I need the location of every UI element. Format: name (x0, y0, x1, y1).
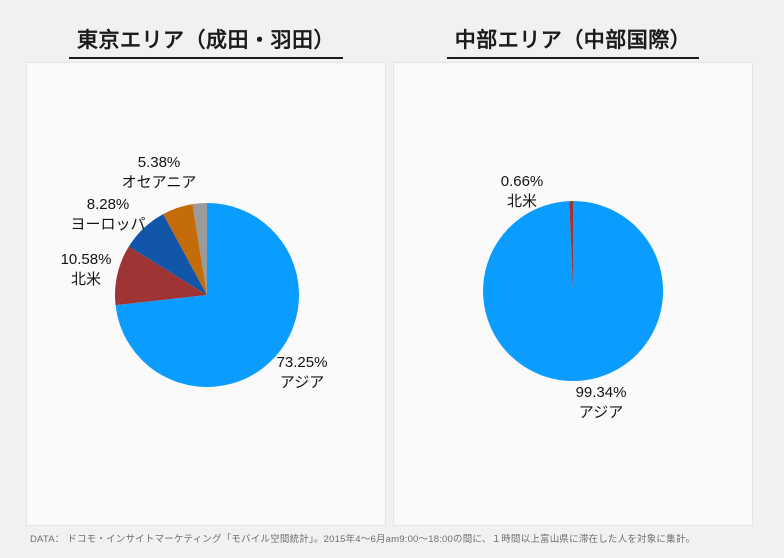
slice-region-name: 北米 (506, 193, 538, 210)
chart-title-tokyo-text: 東京エリア（成田・羽田） (69, 24, 343, 59)
pie-slice-north-america (569, 201, 573, 291)
pie-slice-asia (483, 200, 664, 381)
slice-region-name: ヨーロッパ (70, 216, 146, 233)
chart-title-chubu: 中部エリア（中部国際） (393, 24, 753, 59)
slice-label-asia: 99.34% アジア (576, 383, 627, 423)
pie-slice-north-america (115, 246, 207, 306)
slice-label-oceania: 5.38% オセアニア (122, 153, 197, 193)
slice-label-north-america: 10.58% 北米 (61, 250, 112, 290)
slice-percent-value: 10.58% (60, 251, 112, 268)
pie-chart-tokyo (115, 203, 300, 388)
slice-region-name: 北米 (70, 271, 101, 288)
pie-slice-oceania (163, 204, 207, 295)
slice-percent-value: 5.38% (137, 154, 181, 171)
chart-title-tokyo: 東京エリア（成田・羽田） (26, 24, 386, 59)
chubu-area-column: 中部エリア（中部国際） 99.34% アジア 0.66% 北米 (393, 0, 753, 558)
slice-label-north-america: 0.66% 北米 (501, 172, 544, 212)
pie-slice-europe (128, 214, 207, 295)
slice-region-name: アジア (578, 404, 624, 421)
chart-panel-tokyo: 73.25% アジア 10.58% 北米 8.28% ヨーロッパ 5.38% オセアニア (26, 62, 386, 526)
slice-percent-value: 73.25% (276, 354, 328, 371)
pie-slice-other (192, 203, 207, 295)
pie-slice-asia (115, 203, 300, 388)
chart-title-chubu-text: 中部エリア（中部国際） (446, 24, 700, 59)
slice-percent-value: 8.28% (86, 196, 130, 213)
slice-region-name: オセアニア (121, 174, 197, 191)
data-source-note: DATA： ドコモ・インサイトマーケティング「モバイル空間統計」。2015年4～… (30, 534, 696, 545)
slice-label-asia: 73.25% アジア (277, 353, 328, 393)
slice-percent-value: 99.34% (575, 384, 627, 401)
pie-chart-chubu (483, 200, 664, 381)
slice-percent-value: 0.66% (500, 173, 544, 190)
tokyo-area-column: 東京エリア（成田・羽田） 73.25% アジア 10.58% 北米 8.28% ヨーロッパ… (26, 0, 386, 558)
slice-region-name: アジア (279, 374, 325, 391)
chart-panel-chubu: 99.34% アジア 0.66% 北米 (393, 62, 753, 526)
slice-label-europe: 8.28% ヨーロッパ (70, 195, 145, 235)
